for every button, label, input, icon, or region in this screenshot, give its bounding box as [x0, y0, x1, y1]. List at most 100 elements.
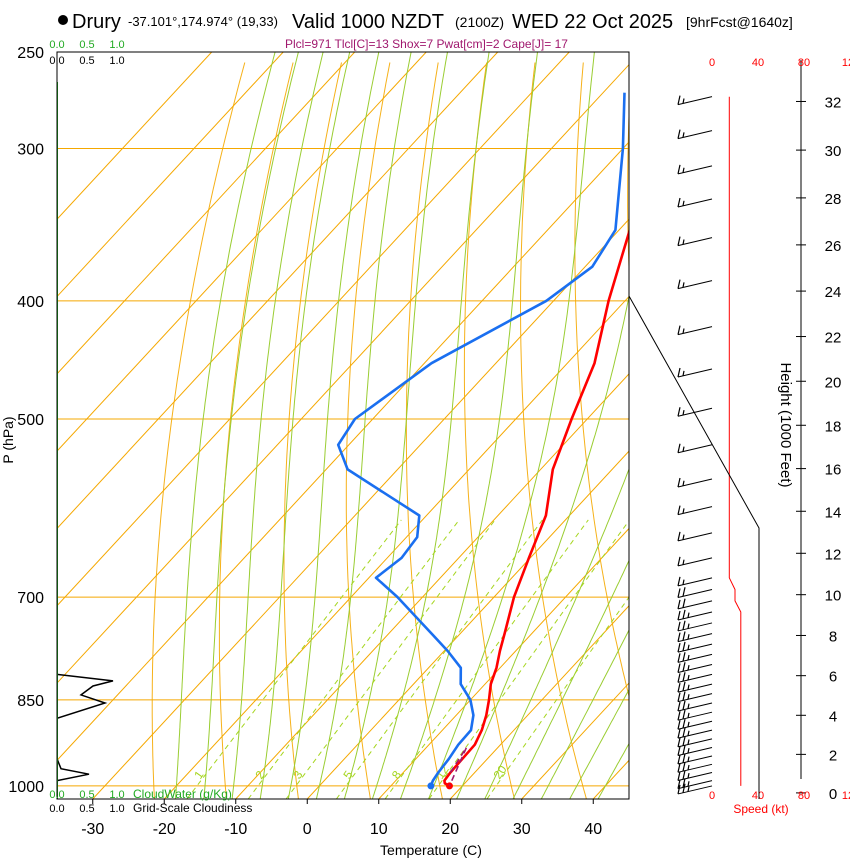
moist-adiabat [569, 688, 629, 799]
speed-tick-label: 80 [798, 790, 810, 802]
valid-time: Valid 1000 NZDT [292, 11, 444, 33]
isotherm-line [57, 52, 356, 375]
barb-feather [677, 682, 681, 693]
height-tick-label: 14 [825, 504, 842, 521]
pressure-tick-label: 300 [17, 142, 44, 159]
barb-staff [677, 738, 713, 748]
wind-barb [677, 587, 713, 598]
barb-feather [677, 754, 681, 765]
dry-adiabat [218, 62, 294, 799]
barb-staff [677, 633, 713, 643]
wind-barb [677, 727, 713, 739]
cloudwater-scale-label: 0.5 [79, 39, 94, 51]
wind-barb [677, 576, 713, 587]
wind-barb [677, 736, 713, 748]
height-tick-label: 10 [825, 588, 842, 605]
barb-staff [677, 755, 713, 765]
dry-adiabat [574, 62, 629, 699]
barb-half-feather [687, 634, 690, 640]
barb-half-feather [682, 200, 685, 206]
height-tick-label: 12 [825, 546, 842, 563]
isotherm-line [449, 605, 629, 799]
barb-staff [677, 711, 713, 721]
cloudiness-scale-label: 0.0 [49, 55, 64, 67]
barb-staff [677, 96, 713, 106]
barb-half-feather [687, 674, 690, 681]
moist-adiabat [399, 52, 539, 799]
cloudwater-scale-label: 1.0 [109, 789, 124, 801]
barb-staff [677, 532, 713, 542]
barb-feather [677, 505, 681, 515]
barb-feather [677, 763, 681, 773]
valid-time-z: (2100Z) [455, 14, 504, 30]
plot-frame [56, 51, 630, 800]
wind-barb [677, 164, 713, 175]
barb-feather [677, 556, 681, 566]
barb-feather [677, 673, 681, 683]
wind-barb [677, 672, 713, 683]
temp-tick-label: 40 [584, 821, 602, 838]
height-tick-label: 2 [829, 747, 837, 764]
mixing-ratio-line [186, 519, 402, 799]
cloudiness-line [57, 654, 114, 799]
barb-half-feather [687, 756, 690, 762]
moist-adiabat [428, 52, 595, 799]
barb-staff [677, 653, 713, 663]
moist-adiabat [597, 742, 629, 799]
moist-adiabat [203, 52, 299, 799]
moist-adiabat [512, 559, 629, 799]
wind-barb [677, 367, 713, 378]
isotherm-line [665, 52, 850, 799]
moist-adiabat [343, 52, 449, 799]
wind-barb [677, 762, 713, 773]
wind-barb [677, 778, 713, 790]
barb-feather [677, 729, 681, 739]
mixing-ratio-line [486, 596, 629, 799]
barb-feather [682, 736, 686, 746]
barb-half-feather [687, 730, 690, 736]
wind-barb [677, 753, 713, 765]
barb-feather [677, 720, 681, 730]
height-tick-label: 0 [829, 786, 837, 803]
barb-staff [677, 729, 713, 739]
cloudiness-scale-label: 0.5 [79, 55, 94, 67]
barb-feather [682, 609, 686, 619]
mixing-ratio-line [384, 519, 589, 799]
temp-tick-label: -30 [81, 821, 104, 838]
barb-half-feather [687, 781, 690, 787]
moist-adiabat [484, 467, 629, 799]
cloudwater-scale-label: 1.0 [109, 39, 124, 51]
x-axis-label: Temperature (C) [380, 842, 482, 858]
barb-staff [677, 702, 713, 712]
barb-half-feather [687, 644, 690, 650]
barb-feather [677, 653, 681, 663]
barb-staff [677, 747, 713, 756]
mixing-ratio-label: 8 [389, 768, 404, 782]
barb-feather [682, 672, 686, 682]
isotherm-line [57, 63, 629, 684]
dry-adiabat [405, 62, 443, 799]
mixing-ratio-label: 2 [252, 768, 267, 782]
barb-half-feather [687, 786, 690, 792]
barb-staff [677, 720, 713, 730]
barb-staff [677, 577, 713, 587]
height-tick-label: 16 [825, 462, 842, 479]
barb-staff [677, 643, 713, 653]
barb-staff [677, 780, 713, 790]
barb-feather [677, 164, 681, 175]
surface-dewpoint-point [427, 782, 435, 790]
pressure-tick-label: 850 [17, 693, 44, 710]
barb-feather [682, 641, 686, 652]
barb-staff [677, 198, 713, 208]
wind-barb [677, 783, 713, 795]
barb-staff [677, 673, 713, 683]
temp-tick-label: 20 [441, 821, 459, 838]
barb-half-feather [682, 579, 685, 585]
barb-feather [677, 711, 681, 721]
barb-staff [677, 611, 713, 621]
barb-half-feather [682, 167, 685, 173]
barb-feather [682, 681, 686, 692]
height-tick-label: 26 [825, 238, 842, 255]
barb-half-feather [682, 282, 685, 288]
barb-feather [677, 746, 681, 756]
